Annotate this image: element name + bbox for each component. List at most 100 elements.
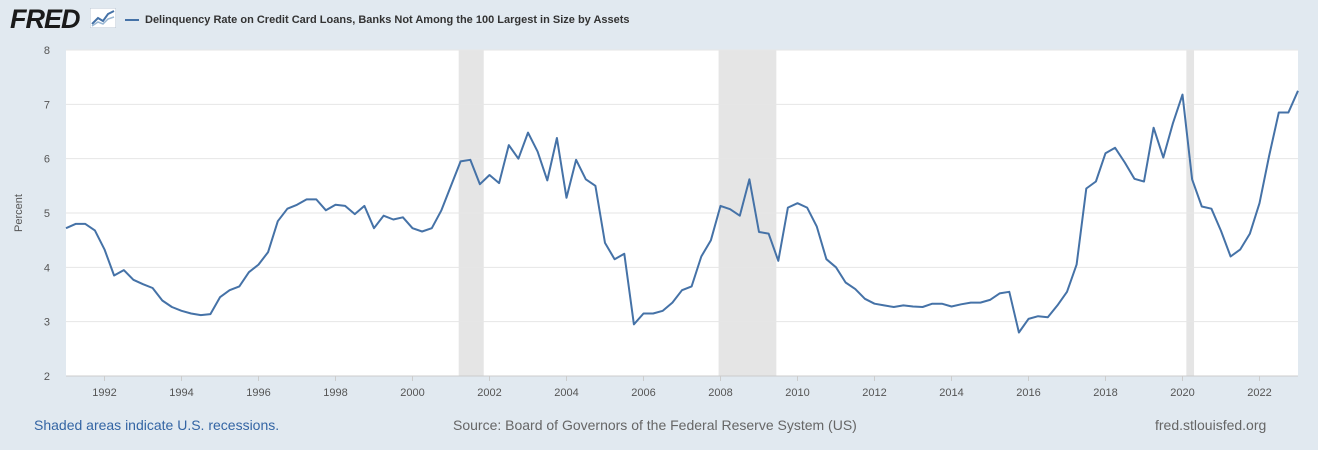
data-point — [459, 160, 461, 162]
data-point — [816, 225, 818, 227]
y-tick-label: 5 — [44, 208, 50, 220]
line-chart[interactable]: 2 3 4 5 6 7 8 1992 1994 1996 1998 2000 2002 2004 2006 2… — [0, 40, 1318, 410]
x-tick-label: 2018 — [1093, 387, 1117, 399]
data-point — [190, 312, 192, 314]
data-point — [979, 301, 981, 303]
recession-note[interactable]: Shaded areas indicate U.S. recessions. — [34, 417, 280, 433]
x-tick-label: 2004 — [554, 387, 578, 399]
data-point — [1104, 152, 1106, 154]
y-tick-label: 4 — [44, 262, 50, 274]
data-point — [739, 215, 741, 217]
data-point — [527, 131, 529, 133]
data-point — [479, 183, 481, 185]
data-point — [296, 204, 298, 206]
data-point — [219, 296, 221, 298]
data-point — [941, 303, 943, 305]
data-point — [1239, 248, 1241, 250]
data-point — [700, 255, 702, 257]
data-point — [1124, 161, 1126, 163]
data-point — [864, 298, 866, 300]
data-point — [893, 306, 895, 308]
data-point — [305, 198, 307, 200]
data-point — [758, 231, 760, 233]
data-point — [334, 204, 336, 206]
legend[interactable]: Delinquency Rate on Credit Card Loans, B… — [125, 11, 630, 29]
data-point — [1297, 90, 1299, 92]
data-point — [748, 178, 750, 180]
data-point — [65, 227, 67, 229]
data-point — [363, 205, 365, 207]
data-point — [970, 301, 972, 303]
data-point — [825, 258, 827, 260]
data-point — [469, 159, 471, 161]
data-point — [662, 310, 664, 312]
data-point — [113, 274, 115, 276]
data-point — [1258, 202, 1260, 204]
data-point — [421, 230, 423, 232]
data-point — [854, 288, 856, 290]
data-point — [1047, 316, 1049, 318]
data-point — [1008, 291, 1010, 293]
data-point — [604, 242, 606, 244]
x-tick-label: 1994 — [169, 387, 193, 399]
data-point — [1229, 255, 1231, 257]
data-point — [787, 206, 789, 208]
legend-swatch — [125, 19, 139, 21]
data-point — [835, 266, 837, 268]
data-point — [431, 227, 433, 229]
data-point — [508, 144, 510, 146]
data-point — [796, 202, 798, 204]
data-point — [642, 312, 644, 314]
data-point — [1056, 304, 1058, 306]
y-tick-label: 3 — [44, 317, 50, 329]
data-point — [103, 248, 105, 250]
data-point — [1066, 291, 1068, 293]
data-point — [498, 182, 500, 184]
data-point — [546, 179, 548, 181]
data-point — [1287, 111, 1289, 113]
data-point — [315, 198, 317, 200]
data-point — [228, 289, 230, 291]
data-point — [1114, 147, 1116, 149]
y-axis-label: Percent — [13, 194, 25, 232]
x-tick-label: 2020 — [1170, 387, 1194, 399]
data-point — [1162, 156, 1164, 158]
data-point — [633, 323, 635, 325]
data-point — [1191, 178, 1193, 180]
data-point — [950, 305, 952, 307]
data-point — [286, 207, 288, 209]
x-tick-label: 2022 — [1247, 387, 1271, 399]
data-point — [1095, 180, 1097, 182]
data-point — [998, 292, 1000, 294]
data-point — [902, 304, 904, 306]
data-point — [382, 215, 384, 217]
x-tick-label: 1998 — [323, 387, 347, 399]
data-point — [1075, 263, 1077, 265]
data-point — [844, 281, 846, 283]
x-tick-label: 2002 — [477, 387, 501, 399]
series-line — [65, 90, 1299, 334]
data-point — [623, 253, 625, 255]
data-point — [681, 289, 683, 291]
data-point — [171, 306, 173, 308]
data-point — [1210, 207, 1212, 209]
data-point — [277, 220, 279, 222]
data-point — [719, 205, 721, 207]
fred-logo[interactable]: FRED — [10, 4, 80, 34]
data-point — [1278, 111, 1280, 113]
data-point — [575, 159, 577, 161]
x-tick-label: 1996 — [246, 387, 270, 399]
data-point — [1172, 122, 1174, 124]
data-point — [565, 197, 567, 199]
data-point — [209, 313, 211, 315]
site-link[interactable]: fred.stlouisfed.org — [1155, 417, 1267, 433]
data-point — [1018, 331, 1020, 333]
x-tick-label: 2016 — [1016, 387, 1040, 399]
legend-label: Delinquency Rate on Credit Card Loans, B… — [145, 14, 630, 26]
data-point — [960, 303, 962, 305]
data-point — [1133, 178, 1135, 180]
y-tick-label: 7 — [44, 99, 50, 111]
header: FRED Delinquency Rate on Credit Card Loa… — [0, 0, 1318, 40]
x-tick-label: 2014 — [939, 387, 963, 399]
data-point — [517, 157, 519, 159]
